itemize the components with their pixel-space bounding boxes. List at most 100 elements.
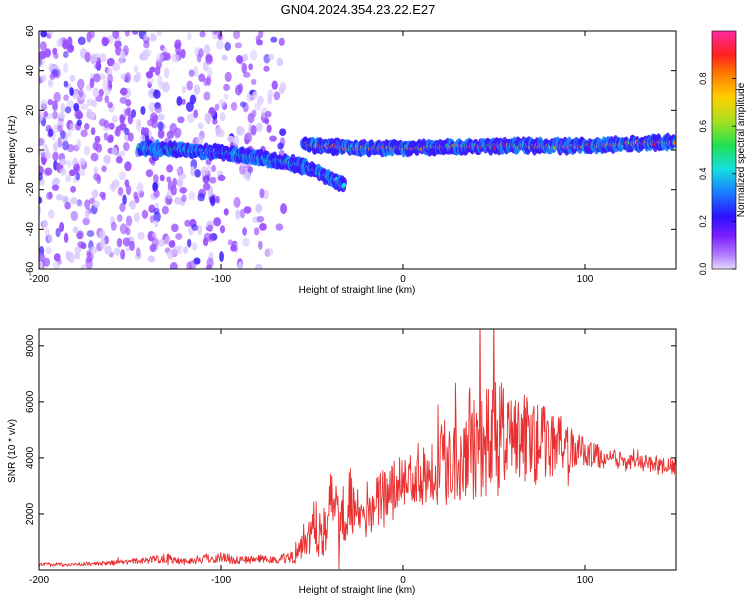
colorbar-tick-label: 0.8 — [698, 72, 708, 85]
snr-frame — [38, 328, 677, 571]
spectrogram-noise-cell — [112, 62, 120, 72]
spectrogram-noise-cell — [116, 214, 123, 222]
spectrogram-noise-cell — [39, 260, 44, 269]
spectrogram-noise-cell — [56, 38, 63, 48]
colorbar-ticks: 0.0 0.2 0.4 0.6 0.8 — [698, 72, 736, 275]
spectrogram-noise-cell — [193, 66, 199, 78]
spectrogram-noise-cell — [125, 215, 133, 227]
spectrogram-noise-cell — [185, 101, 194, 112]
spectrogram-noise-cell — [149, 32, 157, 42]
spectrogram-noise-cell — [39, 252, 46, 263]
spectrogram-noise-cell — [153, 189, 160, 198]
spectrogram-noise-cell — [111, 147, 118, 156]
spectrogram-noise-cell — [85, 256, 93, 264]
spectrogram-noise-cell — [91, 189, 99, 199]
spectrogram-noise-cell — [205, 159, 212, 166]
spectrogram-noise-cell — [203, 182, 211, 191]
spectrogram-noise-cell — [275, 223, 284, 231]
spectrogram-noise-cell — [237, 261, 243, 269]
spectrogram-noise-cell — [244, 132, 253, 143]
spectrogram-noise-cell — [267, 94, 273, 105]
spectrogram-noise-cell — [141, 209, 149, 219]
spectrogram-noise-cell — [104, 95, 110, 104]
spectrogram-noise-cell — [101, 36, 107, 47]
spectrogram-noise-cell — [239, 208, 246, 219]
spectrogram-noise-cell — [210, 195, 216, 207]
spectrogram-noise-cell — [116, 238, 123, 248]
spectrogram-noise-cell — [125, 98, 132, 107]
spectrogram-noise-cell — [53, 141, 58, 153]
spectrogram-noise-cell — [124, 161, 132, 172]
spectrogram-noise-cell — [117, 186, 124, 197]
spectrogram-noise-cell — [269, 135, 277, 142]
spectrogram-noise-cell — [256, 215, 265, 223]
spectrogram-noise-cell — [39, 41, 47, 51]
spectrogram-noise-cell — [40, 74, 47, 82]
spectrogram-noise-cell — [89, 77, 95, 89]
spectrogram-noise-cell — [119, 122, 127, 131]
spectrogram-noise-cell — [235, 54, 243, 64]
snr-ytick-label: 8000 — [25, 334, 36, 357]
spectrogram-noise-cell — [59, 130, 66, 140]
spectrogram-noise-cell — [174, 127, 182, 138]
spectrogram-noise-cell — [161, 81, 170, 93]
snr-ticks: -200 -100 0 100 2000 4000 6000 8000 — [25, 329, 676, 586]
snr-plot-area — [39, 329, 676, 570]
spectrogram-noise-cell — [47, 31, 54, 36]
spectrogram-noise-cell — [52, 151, 59, 161]
snr-xlabel: Height of straight line (km) — [299, 585, 416, 596]
spectrogram-noise-cell — [39, 206, 42, 215]
spectrogram-noise-cell — [113, 247, 121, 256]
spectrogram-noise-cell — [63, 62, 69, 73]
spectrogram-noise-cell — [143, 41, 150, 49]
spectrogram-noise-cell — [145, 169, 154, 178]
spectrogram-xtick-label: -100 — [211, 274, 231, 285]
spectrogram-noise-cell — [242, 227, 248, 236]
spectrogram-noise-cell — [96, 174, 102, 185]
spectrogram-noise-cell — [47, 99, 54, 106]
spectrogram-noise-cell — [104, 86, 112, 96]
spectrogram-noise-cell — [277, 142, 284, 150]
spectrogram-noise-cell — [122, 237, 131, 247]
spectrogram-noise-cell — [156, 53, 164, 62]
spectrogram-noise-cell — [197, 193, 205, 202]
spectrogram-noise-cell — [63, 94, 69, 102]
snr-series-line — [39, 329, 676, 570]
spectrogram-noise-cell — [140, 106, 146, 115]
spectrogram-noise-cell — [245, 170, 251, 182]
spectrogram-noise-cell — [91, 100, 97, 108]
snr-xtick-label: 100 — [577, 575, 594, 586]
spectrogram-noise-cell — [46, 191, 53, 200]
spectrogram-noise-cell — [197, 224, 203, 236]
spectrogram-noise-cell — [105, 156, 110, 165]
spectrogram-noise-cell — [224, 71, 232, 82]
spectrogram-noise-cell — [133, 65, 139, 73]
spectrogram-noise-cell — [127, 132, 134, 142]
spectrogram-noise-cell — [103, 119, 110, 129]
spectrogram-xtick-label: 100 — [577, 274, 594, 285]
spectrogram-noise-cell — [146, 77, 154, 85]
spectrogram-noise-cell — [250, 78, 257, 85]
spectrogram-noise-cell — [252, 91, 258, 100]
spectrogram-noise-cell — [119, 50, 126, 59]
spectrogram-xtick-label: -200 — [29, 274, 49, 285]
colorbar: 0.0 0.2 0.4 0.6 0.8 Normalized spectral ampl… — [698, 30, 747, 275]
spectrogram-noise-cell — [78, 167, 86, 177]
spectrogram-noise-cell — [217, 174, 226, 182]
spectrogram-noise-cell — [156, 113, 165, 121]
snr-ytick-label: 4000 — [25, 446, 36, 469]
spectrogram-noise-cell — [149, 243, 157, 253]
spectrogram-noise-cell — [265, 247, 274, 257]
spectrogram-noise-cell — [176, 167, 183, 174]
spectrogram-noise-cell — [172, 177, 178, 187]
spectrogram-noise-cell — [276, 57, 284, 67]
spectrogram-signal-cell — [341, 182, 347, 188]
spectrogram-noise-cell — [92, 87, 100, 98]
spectrogram-noise-cell — [66, 99, 75, 109]
spectrogram-noise-cell — [188, 190, 196, 201]
spectrogram-noise-cell — [232, 135, 240, 147]
spectrogram-noise-cell — [80, 129, 88, 138]
spectrogram-noise-cell — [39, 172, 43, 181]
spectrogram-noise-cell — [236, 126, 245, 136]
spectrogram-noise-cell — [106, 57, 115, 67]
